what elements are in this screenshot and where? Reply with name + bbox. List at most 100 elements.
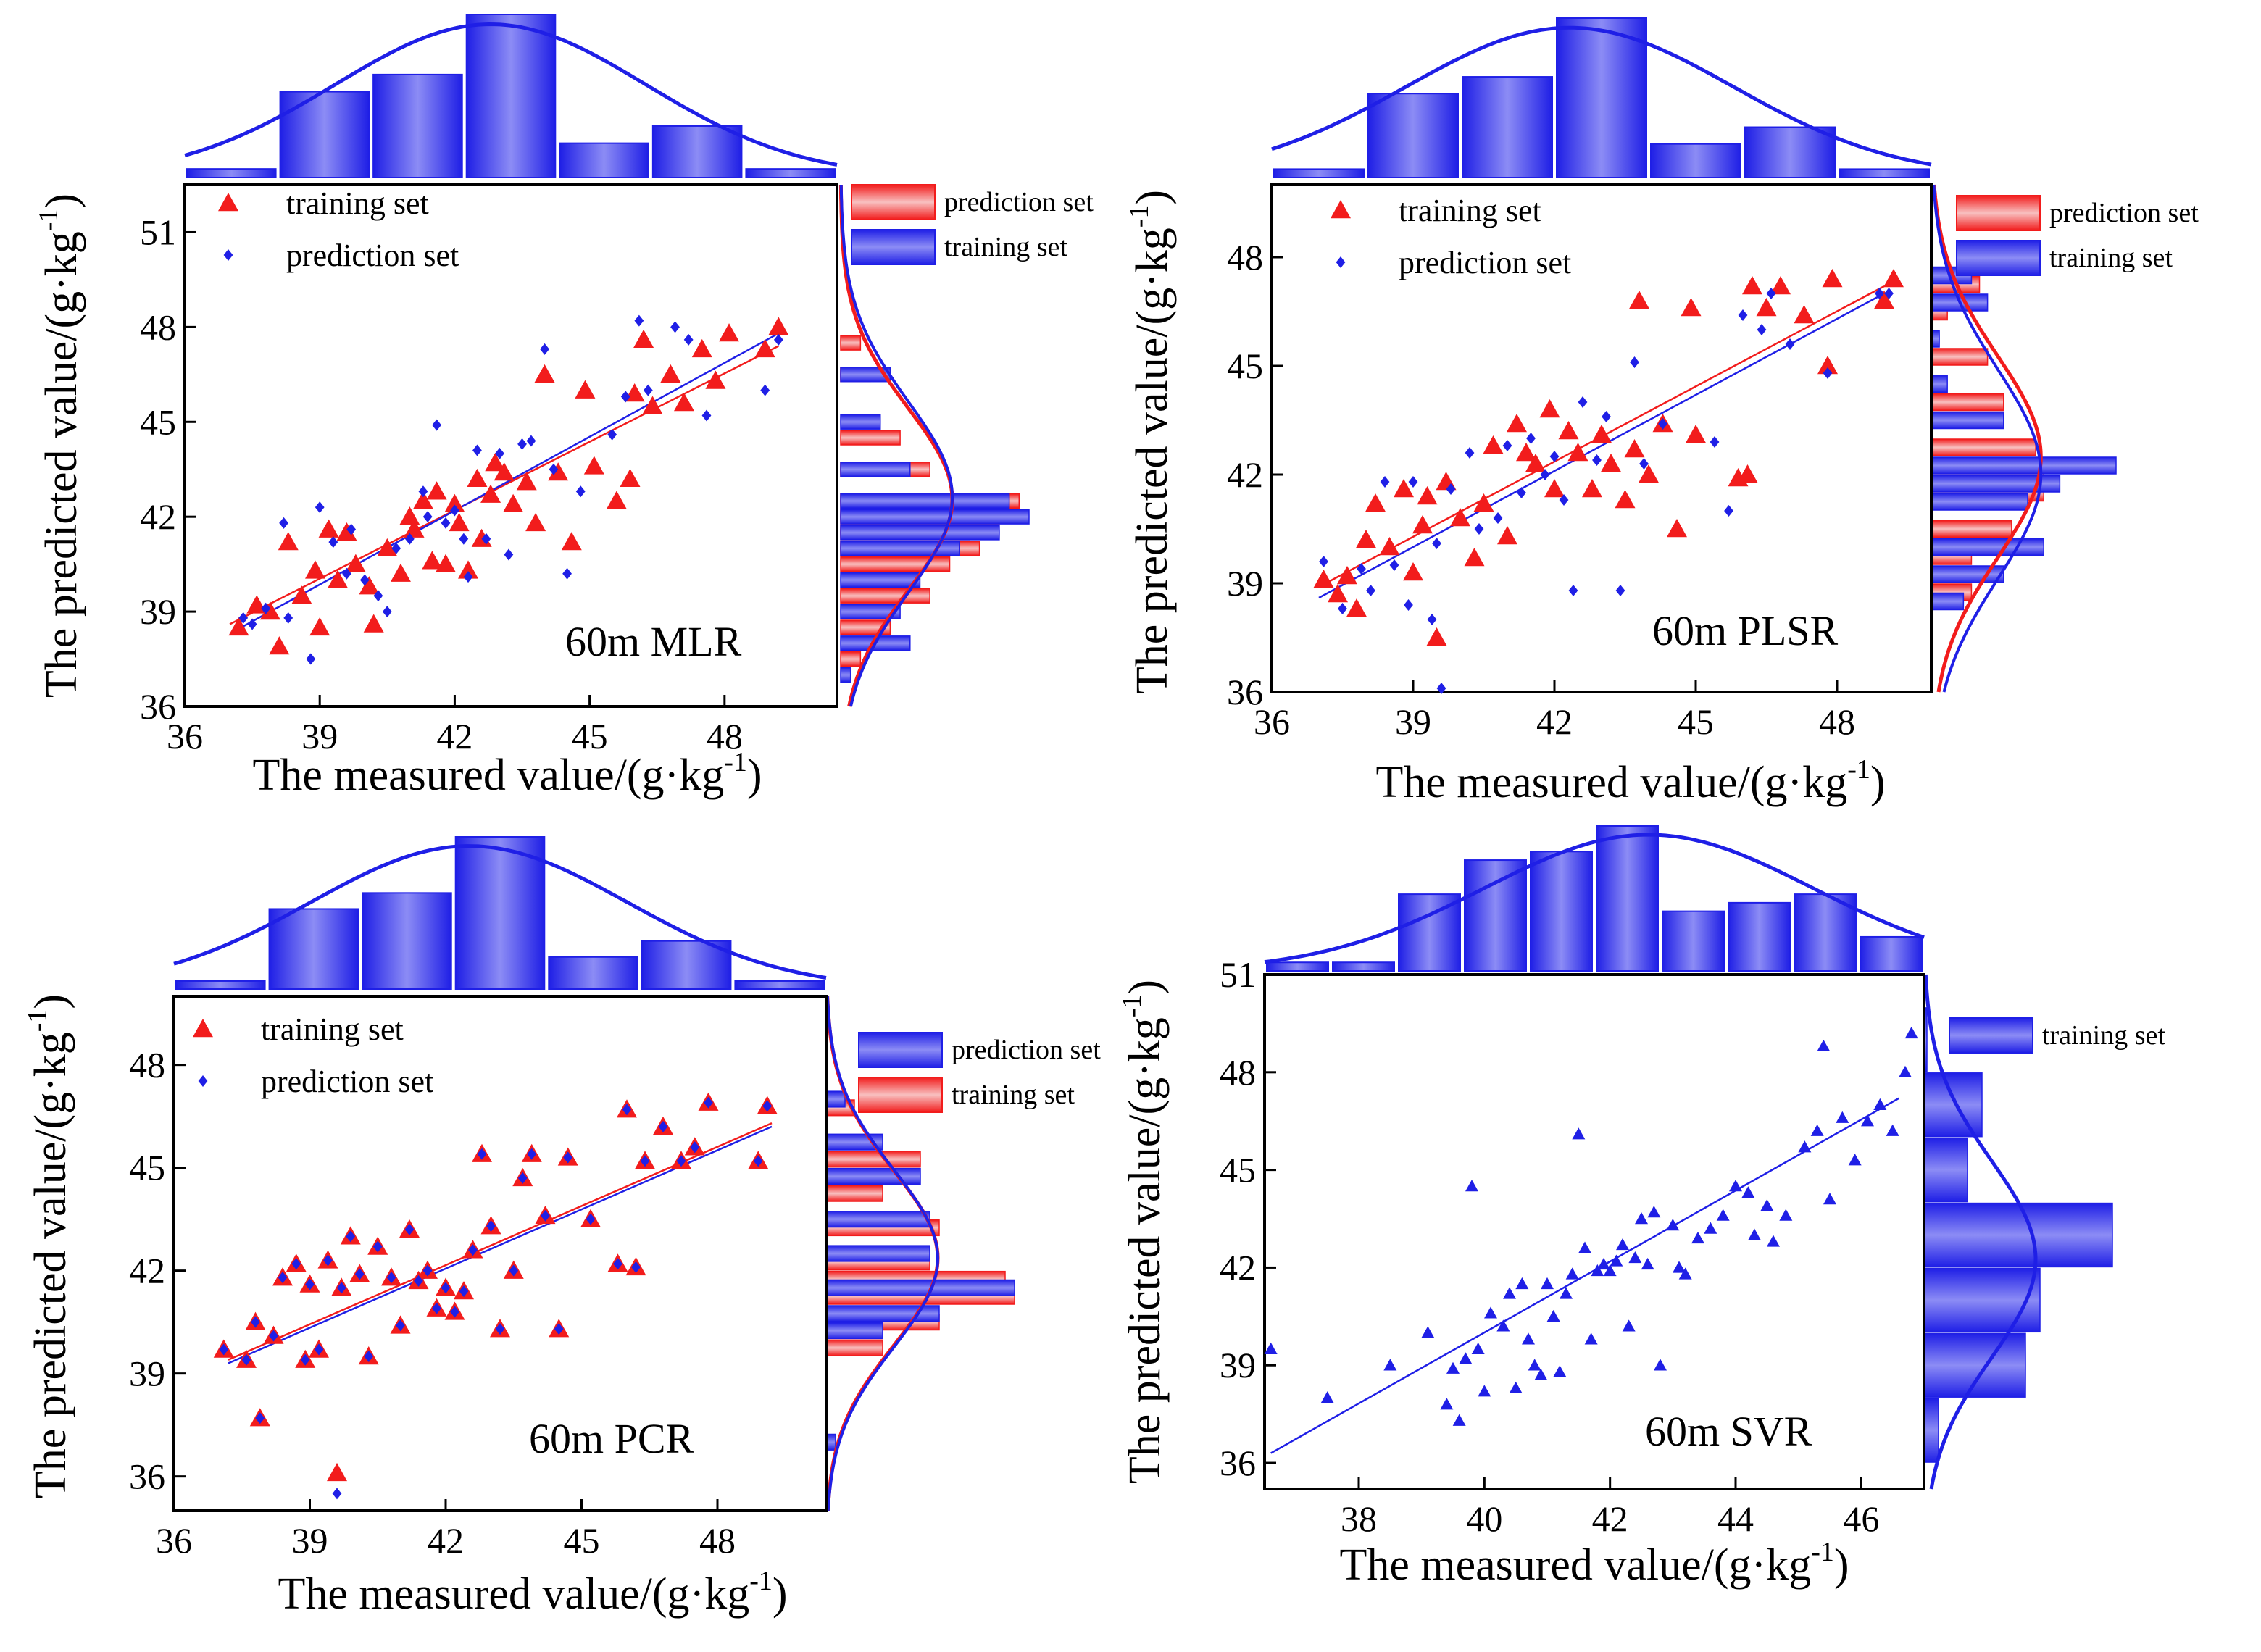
top-hist-bar [1462,76,1553,179]
data-point [269,636,290,655]
data-point [467,468,488,488]
y-tick-label: 36 [1227,672,1263,712]
data-point [1446,483,1456,495]
data-point [372,1240,383,1253]
data-point [477,1148,487,1160]
data-point [1766,288,1776,299]
right-hist-bar-training-set [1931,411,2004,430]
series-training-set [1313,269,1904,646]
data-point [1615,585,1625,596]
right-hist-bar-prediction-set [1931,393,2004,412]
hist-legend-swatch [851,229,936,265]
data-point [390,563,411,582]
top-hist-bar [1662,910,1725,972]
data-point [525,512,546,532]
data-point [1544,479,1565,498]
data-point [1578,1241,1591,1253]
hist-legend-swatch [1956,195,2041,231]
data-point [459,1285,469,1298]
data-point [1565,1267,1579,1280]
data-point [753,1155,763,1167]
right-histogram [838,184,1030,707]
data-point [634,314,644,327]
data-point [1822,269,1843,288]
data-point [1629,291,1649,309]
data-point [359,574,370,586]
y-tick-label: 39 [129,1353,165,1394]
data-point [1379,537,1400,556]
axes: 36 39 42 45 48 36 39 42 45 48 [1227,237,1855,742]
top-hist-bar [186,168,277,179]
data-point [463,571,473,583]
data-point [760,384,770,396]
data-point [1883,269,1904,288]
legend: training set prediction set [1331,193,1571,280]
right-density-curve [1932,184,2043,693]
data-point [495,1323,505,1335]
y-tick-label: 48 [140,306,176,347]
data-point [1742,276,1762,295]
data-point [480,484,501,503]
data-point [278,532,299,551]
data-point [562,567,572,580]
model-label: 60m SVR [1645,1408,1812,1455]
right-hist-bar-prediction-set [825,1245,930,1262]
data-point [554,1323,564,1335]
data-point [1478,1385,1491,1397]
data-point [1716,1209,1730,1221]
data-point [422,511,433,523]
data-point [1572,1127,1586,1140]
y-tick-label: 42 [1220,1247,1256,1288]
data-point [1464,548,1485,567]
top-hist-bar [279,91,370,178]
y-tick-label: 45 [129,1148,165,1188]
top-histogram [1264,825,1925,972]
data-point [354,1268,365,1280]
data-point [1584,1332,1598,1345]
data-point [1603,1264,1617,1277]
hist-legend: training set [1949,1017,2165,1054]
data-point [1591,425,1612,443]
data-point [1681,298,1702,317]
data-point [670,321,680,333]
right-hist-bar-training-set [825,1339,883,1356]
data-point [1748,1228,1761,1240]
legend: training set prediction set [218,185,459,273]
data-point [1904,1026,1918,1039]
data-point [606,491,627,509]
data-point [426,481,447,500]
data-point [283,612,293,624]
legend-marker [218,193,238,212]
data-point [1357,563,1366,575]
data-point [1624,439,1645,458]
y-axis-title: The predicted value/(g·kg-1) [33,193,86,698]
data-point [441,517,451,529]
data-point [563,1151,573,1164]
data-point [332,1488,342,1500]
legend-label: prediction set [286,238,459,273]
top-hist-bar [559,142,649,178]
data-point [1346,598,1367,617]
top-hist-bar [268,908,359,990]
data-point [540,343,549,355]
model-label: 60m PCR [529,1415,694,1462]
data-point [219,1343,229,1356]
right-hist-bar-prediction-set [840,651,862,667]
right-hist-bar-prediction-set [840,335,862,351]
data-point [1394,479,1414,498]
top-hist-bar [1332,961,1395,972]
top-density-curve [1271,25,1932,167]
data-point [1320,1391,1334,1403]
data-point [450,1306,459,1318]
data-point [1756,298,1777,317]
top-density-curve [173,844,827,980]
data-point [449,512,470,532]
data-point [631,1261,641,1273]
data-point [432,1302,441,1314]
data-point [541,1209,550,1222]
data-point [504,548,514,561]
data-point [704,1096,713,1109]
x-axis-title: The measured value/(g·kg-1) [1339,1537,1849,1590]
top-hist-bar [1596,825,1659,972]
data-point [1817,356,1838,375]
